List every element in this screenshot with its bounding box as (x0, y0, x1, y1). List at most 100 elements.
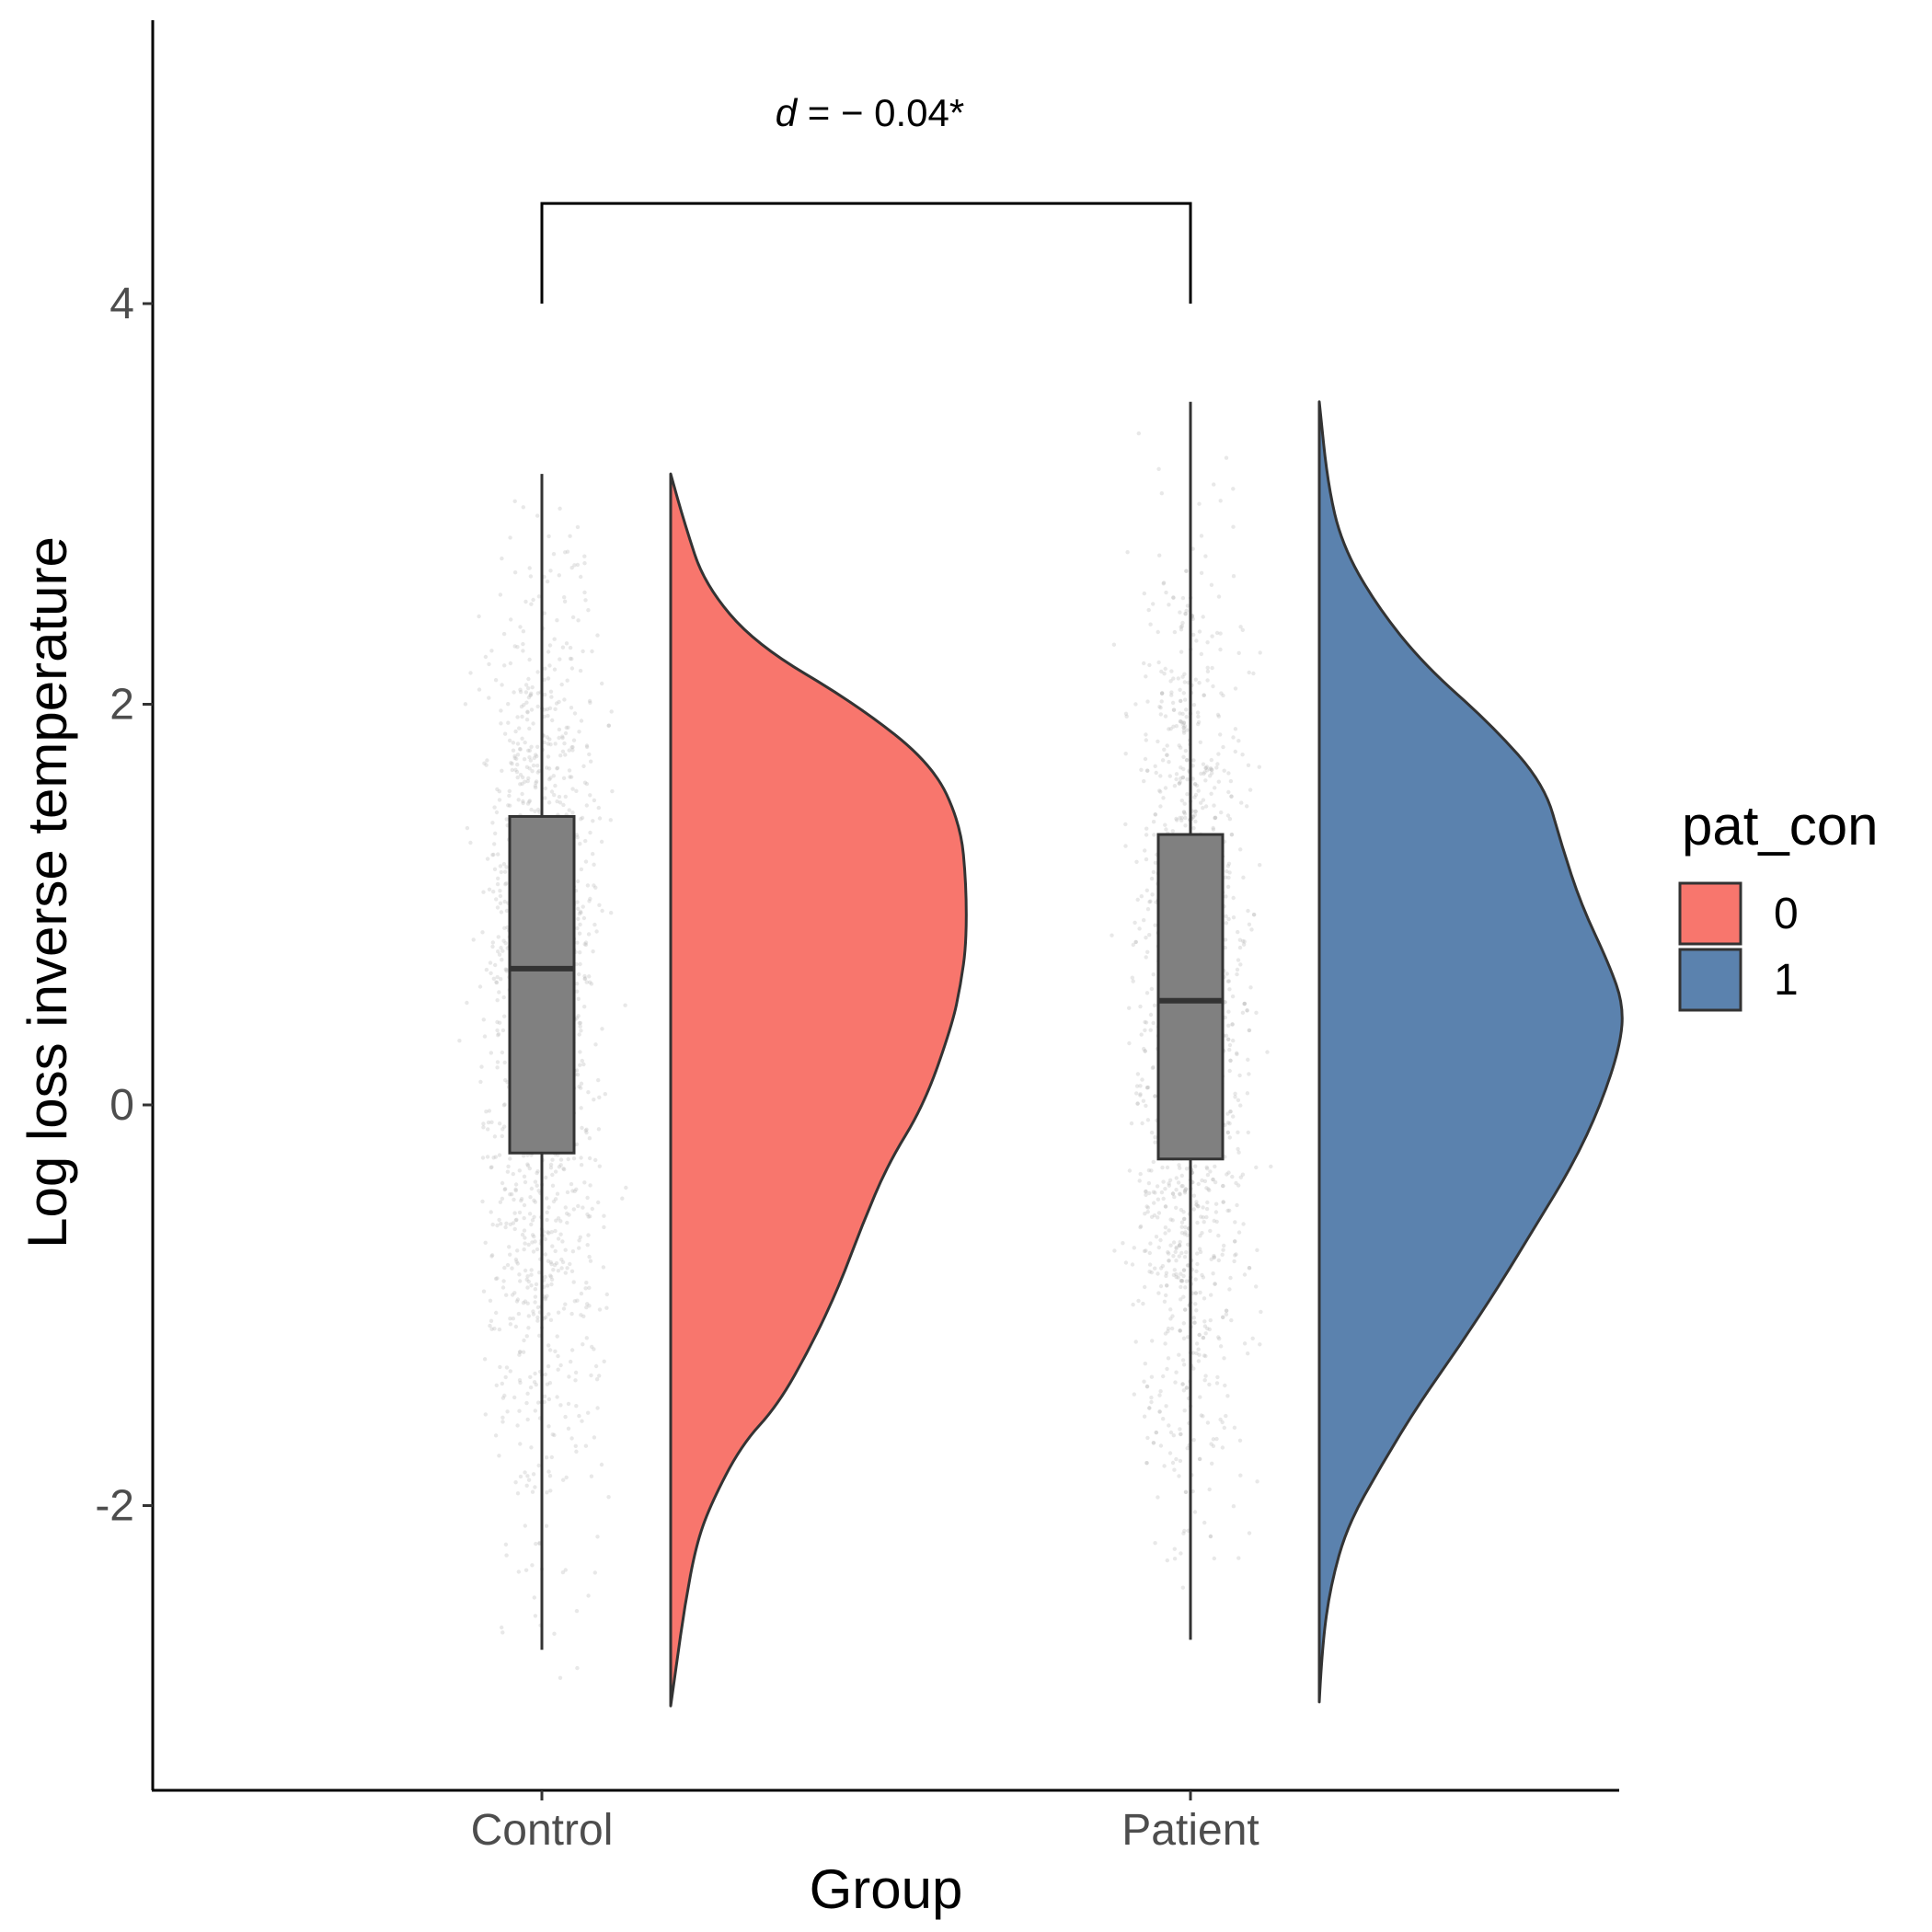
jitter-point (1144, 857, 1149, 862)
jitter-point (546, 1363, 551, 1369)
jitter-point (1204, 1165, 1209, 1170)
jitter-point (1191, 1366, 1196, 1371)
jitter-point (1184, 1386, 1190, 1390)
jitter-point (512, 499, 517, 503)
jitter-point (578, 961, 582, 967)
jitter-point (502, 1265, 507, 1271)
jitter-point (1181, 1273, 1186, 1279)
jitter-point (577, 1084, 581, 1089)
boxplot-patient (1156, 401, 1225, 1640)
jitter-point (577, 972, 581, 977)
jitter-point (1198, 1249, 1203, 1255)
jitter-point (1161, 1417, 1166, 1421)
jitter-point (1178, 719, 1183, 724)
jitter-point (587, 974, 592, 979)
jitter-point (545, 1196, 549, 1201)
jitter-point (1145, 1118, 1151, 1122)
jitter-point (1177, 1243, 1182, 1248)
jitter-point (508, 1222, 512, 1227)
jitter-point (1201, 615, 1205, 619)
jitter-point (1199, 1214, 1203, 1219)
jitter-point (1236, 1146, 1240, 1152)
jitter-point (528, 1374, 533, 1380)
jitter-point (1162, 1299, 1167, 1305)
jitter-point (1144, 1192, 1148, 1198)
jitter-point (560, 734, 565, 739)
jitter-point (1179, 799, 1185, 803)
jitter-point (531, 763, 536, 768)
jitter-point (1165, 753, 1169, 757)
jitter-point (502, 1014, 507, 1018)
jitter-point (1218, 1417, 1223, 1422)
jitter-point (1207, 1327, 1213, 1332)
jitter-point (490, 853, 495, 857)
jitter-point (525, 1163, 531, 1168)
jitter-point (1151, 972, 1156, 977)
jitter-point (1161, 1179, 1166, 1184)
jitter-point (563, 1568, 568, 1572)
jitter-point (463, 702, 468, 707)
jitter-point (1151, 1020, 1156, 1026)
jitter-point (1228, 1058, 1233, 1064)
jitter-point (587, 698, 592, 704)
jitter-point (521, 649, 525, 653)
jitter-point (1193, 1164, 1198, 1168)
jitter-point (498, 1364, 502, 1370)
jitter-point (550, 718, 555, 723)
jitter-point (485, 857, 490, 861)
jitter-point (546, 1469, 551, 1474)
jitter-point (1236, 1150, 1241, 1155)
jitter-point (1174, 1456, 1179, 1462)
jitter-point (525, 778, 530, 784)
jitter-point (1163, 1225, 1168, 1230)
jitter-point (1167, 1181, 1171, 1186)
jitter-point (525, 1391, 530, 1397)
jitter-point (1196, 1181, 1202, 1187)
jitter-point (1131, 1302, 1135, 1307)
jitter-point (584, 1336, 589, 1340)
jitter-point (1198, 740, 1203, 744)
jitter-point (502, 1393, 507, 1398)
jitter-point (512, 644, 517, 649)
jitter-point (576, 916, 581, 921)
jitter-point (597, 1095, 602, 1100)
jitter-point (523, 690, 529, 695)
jitter-point (1202, 1179, 1208, 1184)
jitter-point (500, 949, 505, 953)
jitter-point (515, 775, 520, 780)
jitter-point (1255, 1248, 1259, 1253)
jitter-point (563, 1248, 568, 1252)
jitter-point (556, 1353, 560, 1359)
jitter-point (1164, 1271, 1169, 1275)
jitter-point (1194, 1200, 1199, 1204)
jitter-point (588, 1214, 592, 1219)
jitter-point (1171, 676, 1176, 681)
jitter-point (484, 1110, 489, 1114)
jitter-point (561, 802, 566, 808)
jitter-point (1176, 676, 1181, 681)
jitter-point (1204, 1214, 1209, 1220)
jitter-point (1182, 724, 1188, 729)
jitter-point (543, 1274, 547, 1280)
jitter-point (1214, 630, 1220, 636)
jitter-point (1140, 1121, 1144, 1126)
jitter-point (586, 1214, 591, 1219)
jitter-point (504, 881, 509, 886)
jitter-point (559, 1257, 564, 1262)
jitter-point (1150, 1065, 1156, 1071)
jitter-point (581, 764, 586, 768)
jitter-point (1143, 1049, 1147, 1053)
jitter-point (517, 1210, 523, 1215)
jitter-point (1238, 962, 1243, 967)
jitter-point (1190, 1351, 1196, 1355)
jitter-point (468, 840, 473, 845)
jitter-point (1211, 1437, 1216, 1442)
jitter-point (1179, 1279, 1184, 1283)
jitter-point (1204, 1186, 1209, 1190)
jitter-point (1160, 691, 1165, 696)
jitter-point (568, 656, 573, 661)
jitter-point (1146, 607, 1151, 613)
jitter-point (1225, 1208, 1230, 1213)
jitter-point (496, 1031, 501, 1037)
jitter-point (1133, 939, 1138, 945)
